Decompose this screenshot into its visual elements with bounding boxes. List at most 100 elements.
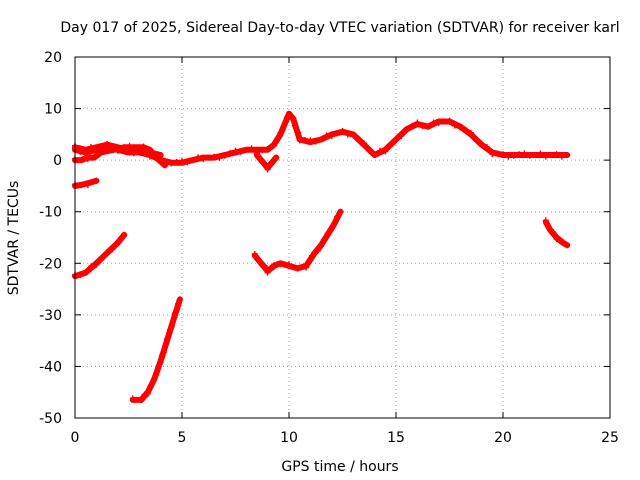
data-point bbox=[274, 135, 281, 142]
data-point bbox=[237, 148, 244, 155]
data-point bbox=[78, 181, 85, 188]
data-point bbox=[88, 263, 95, 270]
data-point bbox=[271, 262, 278, 269]
data-point bbox=[200, 156, 207, 163]
series-segment-neg-12 bbox=[542, 217, 571, 249]
data-point bbox=[268, 158, 275, 165]
data-point bbox=[295, 129, 302, 136]
data-point bbox=[430, 119, 437, 126]
y-tick-label: -30 bbox=[39, 308, 62, 324]
data-point bbox=[425, 123, 432, 130]
data-point bbox=[251, 250, 258, 257]
plot-frame bbox=[74, 56, 611, 419]
y-tick-label: 20 bbox=[44, 50, 62, 66]
data-point bbox=[170, 317, 177, 324]
data-point bbox=[160, 349, 167, 356]
data-point bbox=[232, 147, 239, 154]
y-axis-label: SDTVAR / TECUs bbox=[6, 181, 22, 296]
data-point bbox=[277, 261, 284, 268]
data-point bbox=[91, 153, 98, 160]
data-point bbox=[308, 252, 315, 259]
data-point bbox=[211, 153, 218, 160]
data-point bbox=[542, 153, 549, 160]
data-point bbox=[146, 151, 153, 158]
y-tick-label: 0 bbox=[53, 153, 62, 169]
data-point bbox=[205, 154, 212, 161]
x-tick-label: 15 bbox=[387, 430, 405, 446]
data-point bbox=[344, 131, 351, 138]
data-point bbox=[318, 136, 325, 143]
data-point bbox=[93, 261, 100, 268]
data-point bbox=[98, 255, 105, 262]
data-point bbox=[271, 142, 278, 149]
data-point bbox=[78, 157, 85, 164]
data-point bbox=[84, 181, 91, 188]
x-tick-labels: 0 5 10 15 20 25 bbox=[71, 430, 619, 446]
data-point bbox=[173, 158, 180, 165]
data-point bbox=[355, 135, 362, 142]
data-point bbox=[157, 359, 164, 366]
data-point bbox=[500, 151, 506, 158]
data-point bbox=[77, 146, 84, 153]
data-point bbox=[303, 264, 310, 271]
data-point bbox=[104, 147, 111, 154]
data-point bbox=[550, 229, 557, 236]
data-point bbox=[393, 135, 399, 142]
data-point bbox=[521, 150, 528, 157]
data-point bbox=[328, 132, 335, 139]
data-point bbox=[516, 151, 523, 158]
data-point bbox=[291, 122, 298, 129]
data-point bbox=[532, 151, 539, 158]
data-point bbox=[138, 396, 145, 403]
data-point bbox=[290, 115, 297, 122]
data-point bbox=[558, 153, 565, 160]
data-point bbox=[151, 375, 158, 382]
data-point bbox=[462, 126, 469, 133]
data-point bbox=[414, 119, 421, 126]
data-point bbox=[179, 158, 185, 165]
data-point bbox=[339, 127, 346, 134]
data-point bbox=[120, 144, 127, 151]
x-tick-label: 25 bbox=[601, 430, 619, 446]
series-line bbox=[72, 177, 100, 189]
data-point bbox=[168, 323, 175, 330]
data-point bbox=[337, 208, 344, 215]
data-point bbox=[403, 127, 410, 133]
data-point bbox=[446, 117, 453, 124]
data-point bbox=[547, 226, 554, 233]
data-point bbox=[175, 300, 182, 307]
data-point bbox=[104, 249, 111, 256]
data-point bbox=[109, 246, 116, 253]
data-point bbox=[97, 150, 104, 157]
data-point bbox=[334, 213, 341, 220]
data-point bbox=[84, 156, 91, 163]
data-point bbox=[144, 390, 151, 397]
data-point bbox=[129, 395, 136, 402]
data-point bbox=[118, 234, 125, 241]
data-point bbox=[483, 143, 490, 150]
data-point bbox=[157, 159, 164, 166]
data-point bbox=[409, 122, 416, 129]
data-point bbox=[147, 382, 154, 389]
data-point bbox=[435, 120, 442, 127]
series-segment-neg-20 bbox=[251, 208, 344, 276]
series-late-dip bbox=[253, 150, 280, 173]
x-tick-label: 0 bbox=[71, 430, 80, 446]
data-point bbox=[489, 151, 496, 158]
data-point bbox=[371, 151, 378, 158]
data-point bbox=[109, 144, 116, 151]
data-point bbox=[161, 162, 168, 169]
data-point bbox=[305, 258, 312, 265]
data-point bbox=[168, 160, 175, 167]
data-point bbox=[360, 140, 367, 147]
y-tick-label: 10 bbox=[44, 102, 62, 118]
data-point bbox=[376, 147, 383, 154]
data-point bbox=[114, 145, 121, 152]
data-point bbox=[130, 147, 137, 154]
data-point bbox=[114, 240, 121, 247]
data-point bbox=[261, 262, 268, 269]
data-point bbox=[153, 371, 160, 378]
data-point bbox=[366, 147, 373, 154]
data-point bbox=[318, 243, 325, 250]
